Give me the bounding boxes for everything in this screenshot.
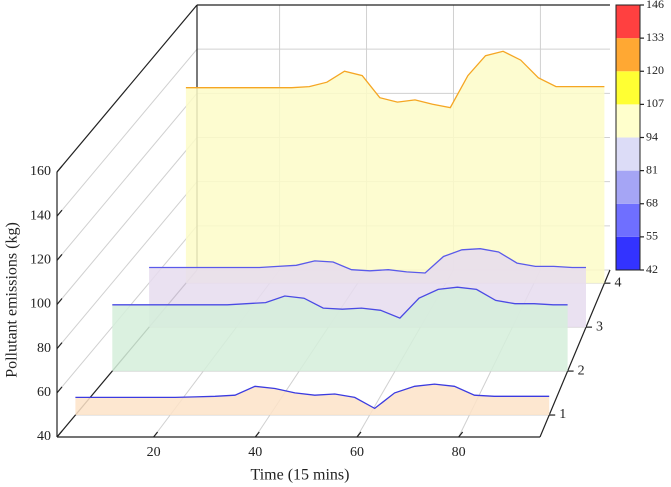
x-tick-label: 80 (452, 445, 466, 460)
x-axis-title: Time (15 mins) (251, 467, 350, 484)
tick-mark (153, 431, 159, 438)
colorbar-label: 81 (646, 162, 658, 176)
x-tick-label: 40 (248, 445, 262, 460)
z-tick-label: 120 (30, 253, 51, 268)
colorbar-segment (616, 170, 640, 204)
line (75, 383, 550, 410)
grid-line (56, 137, 198, 305)
y-tick-label: 3 (596, 319, 603, 334)
y-tick-label: 1 (559, 407, 566, 422)
line (185, 50, 605, 109)
z-tick-label: 140 (30, 208, 51, 223)
axis-line (539, 269, 611, 438)
y-tick-label: 4 (614, 275, 621, 290)
z-tick-label: 60 (37, 385, 51, 400)
tick-mark (56, 253, 63, 261)
colorbar-segment (616, 38, 640, 72)
x-tick-label: 20 (147, 445, 161, 460)
y-tick-label: 2 (578, 363, 585, 378)
tick-mark (56, 209, 63, 217)
colorbar-label: 120 (646, 63, 664, 77)
colorbar-label: 94 (646, 129, 658, 143)
tick-mark (56, 298, 63, 305)
colorbar-segment (616, 5, 640, 39)
x-tick-label: 60 (350, 445, 364, 460)
z-tick-label: 100 (30, 297, 51, 312)
area (185, 51, 605, 284)
tick-mark (56, 386, 63, 394)
axis-line (56, 4, 198, 173)
tick-mark (56, 165, 63, 173)
area (75, 384, 550, 415)
area (112, 287, 568, 372)
colorbar-segment (616, 236, 640, 270)
z-tick-label: 40 (37, 429, 51, 444)
grid-line (56, 48, 198, 217)
z-tick-label: 80 (37, 341, 51, 356)
tick-mark (56, 430, 63, 438)
colorbar-label: 146 (646, 0, 664, 11)
line (112, 286, 568, 319)
z-tick-label: 160 (30, 164, 51, 179)
tick-mark (356, 431, 362, 438)
z-axis-title: Pollutant emissions (kg) (4, 222, 21, 378)
colorbar-label: 68 (646, 196, 658, 210)
tick-mark (254, 431, 260, 438)
colorbar-label: 107 (646, 96, 664, 110)
colorbar-label: 133 (646, 30, 664, 44)
grid-line (56, 93, 198, 261)
colorbar-segment (616, 203, 640, 237)
colorbar-label: 42 (646, 262, 658, 276)
colorbar-segment (616, 71, 640, 105)
colorbar-segment (616, 104, 640, 138)
colorbar-label: 55 (646, 229, 658, 243)
line (149, 248, 586, 274)
tick-mark (56, 342, 63, 350)
grid-line (56, 181, 198, 349)
colorbar-segment (616, 137, 640, 171)
tick-mark (458, 431, 464, 438)
